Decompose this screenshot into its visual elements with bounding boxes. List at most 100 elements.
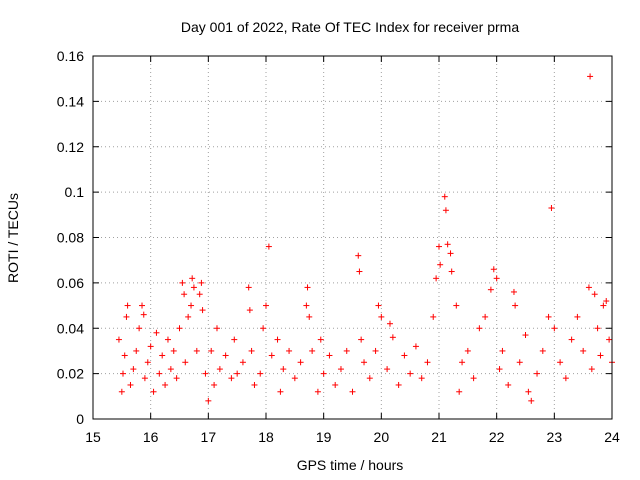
data-point <box>437 261 444 268</box>
data-point <box>139 302 146 309</box>
data-point <box>587 73 594 80</box>
data-point <box>140 311 147 318</box>
data-point <box>436 243 442 250</box>
data-point <box>588 366 595 373</box>
data-point <box>389 334 396 341</box>
x-tick-label: 20 <box>374 429 390 445</box>
data-point <box>274 336 281 343</box>
data-point <box>245 284 252 291</box>
data-point <box>173 375 180 382</box>
data-points <box>115 73 615 404</box>
data-point <box>248 347 255 354</box>
data-point <box>395 381 402 388</box>
plot-area-frame <box>92 55 613 420</box>
data-point <box>597 352 604 359</box>
data-point <box>551 325 558 332</box>
data-point <box>164 336 171 343</box>
data-point <box>286 347 293 354</box>
data-point <box>141 375 148 382</box>
data-point <box>433 275 440 282</box>
data-point <box>309 347 316 354</box>
data-point <box>522 332 529 339</box>
data-point <box>499 347 506 354</box>
data-point <box>136 325 143 332</box>
data-point <box>317 336 324 343</box>
data-point <box>159 352 166 359</box>
data-point <box>199 307 206 314</box>
data-point <box>548 205 555 212</box>
y-tick-label: 0.02 <box>57 366 84 382</box>
data-point <box>525 388 532 395</box>
data-point <box>211 381 218 388</box>
data-point <box>123 313 130 320</box>
data-point <box>228 375 235 382</box>
data-point <box>167 366 174 373</box>
data-point <box>189 275 196 282</box>
data-point <box>470 375 477 382</box>
data-point <box>147 343 154 350</box>
data-point <box>562 375 569 382</box>
data-point <box>306 313 313 320</box>
data-point <box>222 352 229 359</box>
data-point <box>580 347 587 354</box>
data-point <box>181 291 188 298</box>
data-point <box>277 388 284 395</box>
data-point <box>603 298 610 305</box>
data-point <box>600 302 607 309</box>
y-tick-label: 0.06 <box>57 275 84 291</box>
data-point <box>133 347 140 354</box>
data-point <box>176 325 183 332</box>
data-point <box>304 284 311 291</box>
data-point <box>372 347 379 354</box>
data-point <box>216 366 223 373</box>
data-point <box>119 370 126 377</box>
data-point <box>291 375 298 382</box>
data-point <box>144 359 151 366</box>
data-point <box>314 388 321 395</box>
data-point <box>355 252 362 259</box>
data-point <box>115 336 122 343</box>
data-point <box>490 266 497 273</box>
data-point <box>265 243 272 250</box>
data-point <box>505 381 512 388</box>
data-point <box>539 347 546 354</box>
x-tick-label: 21 <box>431 429 447 445</box>
x-tick-label: 17 <box>201 429 217 445</box>
data-point <box>196 291 203 298</box>
data-point <box>574 313 581 320</box>
y-tick-label: 0 <box>76 411 84 427</box>
data-point <box>510 288 517 295</box>
data-point <box>358 336 365 343</box>
data-point <box>482 313 489 320</box>
data-point <box>239 359 246 366</box>
data-point <box>326 352 333 359</box>
data-point <box>545 313 552 320</box>
x-tick-label: 15 <box>85 429 101 445</box>
data-point <box>320 370 327 377</box>
data-point <box>534 370 541 377</box>
data-point <box>124 302 131 309</box>
data-point <box>453 302 460 309</box>
data-point <box>268 352 275 359</box>
y-tick-label: 0.1 <box>65 184 85 200</box>
data-point <box>153 329 160 336</box>
data-point <box>280 366 287 373</box>
data-point <box>384 366 391 373</box>
x-tick-labels: 15 16 17 18 19 20 21 22 23 24 <box>85 429 620 445</box>
data-point <box>349 388 356 395</box>
data-point <box>343 347 350 354</box>
data-point <box>430 313 437 320</box>
data-point <box>496 366 503 373</box>
chart-title: Day 001 of 2022, Rate Of TEC Index for r… <box>181 19 519 35</box>
data-point <box>512 302 519 309</box>
data-point <box>257 370 264 377</box>
data-point <box>585 284 592 291</box>
data-point <box>231 336 238 343</box>
data-point <box>442 207 449 214</box>
data-point <box>297 359 304 366</box>
data-point <box>366 375 373 382</box>
y-tick-label: 0.14 <box>57 93 84 109</box>
data-point <box>263 302 269 309</box>
data-point <box>213 325 220 332</box>
data-point <box>375 302 382 309</box>
